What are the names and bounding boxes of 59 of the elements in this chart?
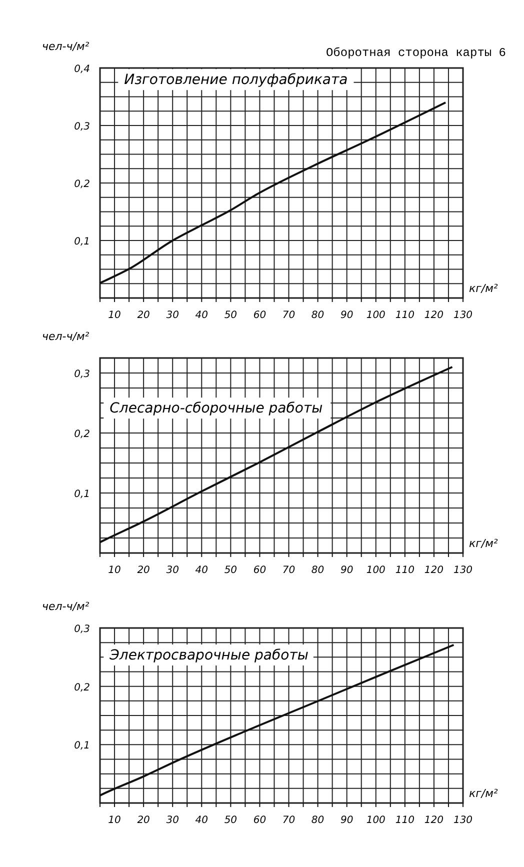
x-tick-label: 10 — [108, 815, 121, 826]
x-tick-label: 10 — [108, 310, 121, 321]
x-axis-title: кг/м² — [469, 787, 498, 800]
x-tick-label: 40 — [195, 815, 208, 826]
y-tick-label: 0,2 — [74, 429, 90, 440]
x-tick-label: 20 — [137, 565, 150, 576]
x-tick-label: 100 — [366, 815, 386, 826]
x-tick-label: 130 — [453, 815, 473, 826]
x-tick-label: 60 — [253, 565, 266, 576]
x-tick-label: 70 — [282, 310, 296, 321]
annotation: Слесарно-сборочные работы — [110, 400, 323, 417]
y-tick-label: 0,1 — [74, 236, 90, 248]
x-tick-label: 130 — [453, 565, 473, 576]
x-tick-label: 70 — [282, 815, 296, 826]
x-tick-label: 120 — [424, 310, 444, 321]
x-tick-label: 40 — [195, 310, 208, 321]
y-axis-title: чел-ч/м² — [42, 600, 90, 613]
x-tick-label: 60 — [253, 815, 266, 826]
x-tick-label: 90 — [340, 310, 354, 321]
y-tick-label: 0,3 — [74, 369, 90, 380]
annotation: Изготовление полуфабриката — [124, 72, 348, 88]
x-tick-label: 100 — [366, 310, 386, 321]
x-tick-label: 50 — [224, 310, 238, 321]
y-axis-title: чел-ч/м² — [42, 330, 90, 343]
y-tick-label: 0,2 — [74, 682, 90, 694]
x-tick-label: 110 — [395, 310, 414, 321]
x-tick-label: 110 — [395, 815, 414, 826]
y-tick-label: 0,2 — [74, 179, 90, 190]
x-tick-label: 30 — [166, 815, 179, 826]
x-tick-label: 50 — [224, 565, 238, 576]
x-tick-label: 90 — [340, 815, 354, 826]
x-tick-label: 30 — [166, 310, 179, 321]
y-tick-label: 0,1 — [74, 489, 90, 500]
x-tick-label: 70 — [282, 565, 296, 576]
y-tick-label: 0,1 — [74, 740, 90, 752]
y-tick-label: 0,3 — [74, 624, 90, 635]
annotation: Электросварочные работы — [108, 648, 308, 664]
x-tick-label: 110 — [395, 565, 414, 576]
x-tick-label: 50 — [224, 815, 238, 826]
x-tick-label: 90 — [340, 565, 354, 576]
x-axis-title: кг/м² — [469, 282, 498, 295]
x-tick-label: 60 — [253, 310, 266, 321]
x-tick-label: 20 — [137, 815, 150, 826]
x-tick-label: 130 — [453, 310, 473, 321]
y-tick-label: 0,4 — [74, 64, 90, 75]
x-tick-label: 80 — [311, 815, 324, 826]
x-tick-label: 100 — [366, 565, 386, 576]
x-tick-label: 10 — [108, 565, 121, 576]
y-axis-title: чел-ч/м² — [42, 40, 90, 53]
x-tick-label: 40 — [195, 565, 208, 576]
x-tick-label: 80 — [311, 565, 324, 576]
x-tick-label: 120 — [424, 565, 444, 576]
x-tick-label: 20 — [137, 310, 150, 321]
chart-title: Оборотная сторона карты 6 — [326, 46, 506, 60]
x-axis-title: кг/м² — [469, 537, 498, 550]
y-tick-label: 0,3 — [74, 122, 90, 132]
x-tick-label: 30 — [166, 565, 179, 576]
x-tick-label: 120 — [424, 815, 444, 826]
x-tick-label: 80 — [311, 310, 324, 321]
